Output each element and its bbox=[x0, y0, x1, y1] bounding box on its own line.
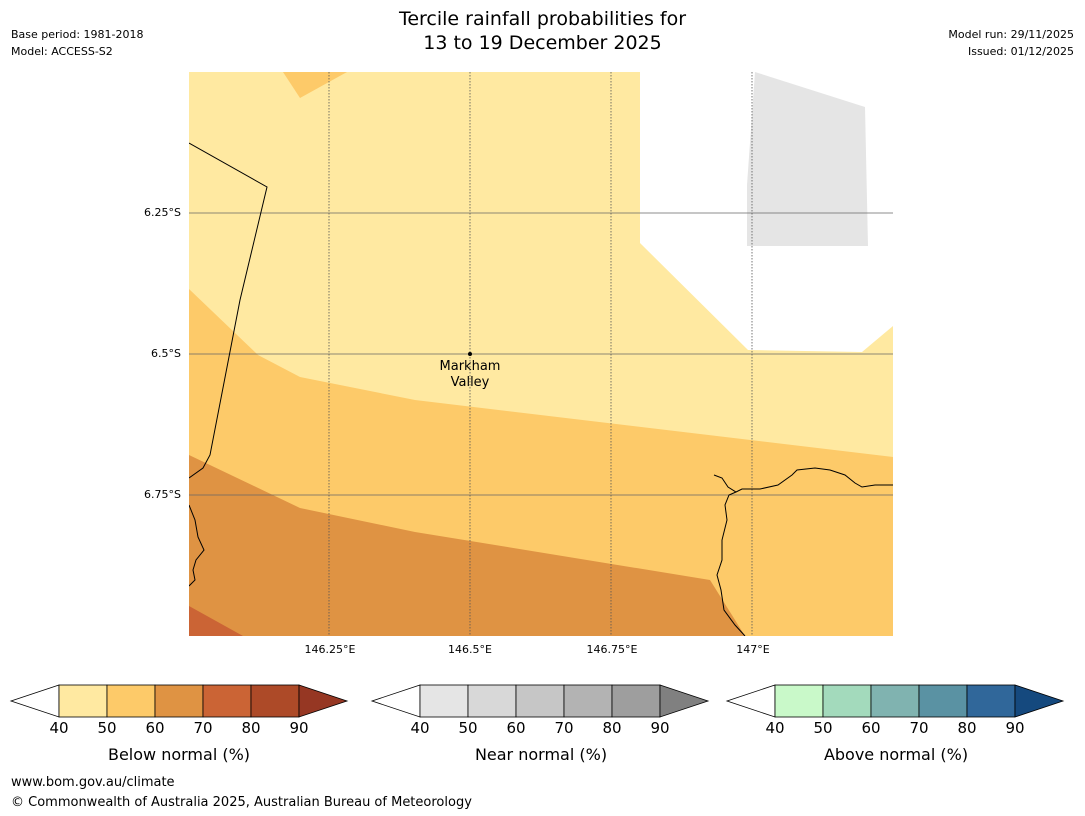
footer-url[interactable]: www.bom.gov.au/climate bbox=[11, 775, 175, 790]
above-legend-tick: 90 bbox=[1005, 719, 1025, 737]
coastline-east bbox=[713, 467, 893, 493]
above-legend-tick: 50 bbox=[813, 719, 833, 737]
near-legend-tick: 90 bbox=[650, 719, 670, 737]
above-legend-swatch bbox=[918, 684, 968, 718]
location-marker bbox=[468, 352, 472, 356]
above-legend-low-arrow bbox=[725, 684, 776, 718]
below-legend-swatch bbox=[250, 684, 300, 718]
footer-copyright: © Commonwealth of Australia 2025, Austra… bbox=[11, 795, 472, 810]
province-boundary bbox=[189, 142, 268, 479]
coastline-south bbox=[716, 491, 746, 636]
lon-label: 146.25°E bbox=[304, 643, 356, 656]
above-legend-high-arrow bbox=[1014, 684, 1065, 718]
place-label-line-2: Valley bbox=[450, 375, 490, 390]
near-legend-tick: 80 bbox=[602, 719, 622, 737]
near-legend-tick: 50 bbox=[458, 719, 478, 737]
below-legend-high-arrow bbox=[298, 684, 349, 718]
near-legend-tick: 70 bbox=[554, 719, 574, 737]
near-legend-swatch bbox=[419, 684, 469, 718]
lat-label: 6.75°S bbox=[144, 488, 181, 501]
band-below-60-top bbox=[283, 72, 347, 98]
below-legend-tick: 70 bbox=[193, 719, 213, 737]
below-legend-title: Below normal (%) bbox=[107, 745, 251, 764]
above-legend-swatch bbox=[870, 684, 920, 718]
above-legend-swatch bbox=[966, 684, 1016, 718]
above-legend-swatch bbox=[822, 684, 872, 718]
lon-label: 147°E bbox=[736, 643, 770, 656]
issued-date: Issued: 01/12/2025 bbox=[967, 45, 1074, 58]
page-title: Tercile rainfall probabilities for 13 to… bbox=[0, 7, 1085, 55]
near-legend-high-arrow bbox=[659, 684, 710, 718]
title-line-1: Tercile rainfall probabilities for bbox=[398, 8, 687, 30]
near-legend-swatch bbox=[563, 684, 613, 718]
below-legend-tick: 50 bbox=[97, 719, 117, 737]
model-run: Model run: 29/11/2025 bbox=[948, 28, 1074, 41]
band-below-80 bbox=[189, 606, 243, 636]
below-legend-swatch bbox=[202, 684, 252, 718]
base-period: Base period: 1981-2018 bbox=[11, 28, 144, 41]
below-legend-tick: 60 bbox=[145, 719, 165, 737]
below-legend-tick: 40 bbox=[49, 719, 69, 737]
title-line-2: 13 to 19 December 2025 bbox=[423, 32, 662, 54]
near-legend-swatch bbox=[467, 684, 517, 718]
above-legend-tick: 40 bbox=[765, 719, 785, 737]
below-legend-swatch bbox=[58, 684, 108, 718]
coastline-west bbox=[189, 504, 205, 587]
lon-label: 146.5°E bbox=[448, 643, 492, 656]
legend-colorbars bbox=[9, 684, 1065, 718]
band-below-70 bbox=[189, 455, 745, 636]
model-name: Model: ACCESS-S2 bbox=[11, 45, 113, 58]
near-legend-title: Near normal (%) bbox=[474, 745, 608, 764]
place-label: Markham Valley bbox=[420, 359, 520, 391]
near-legend-low-arrow bbox=[370, 684, 421, 718]
header-left: Base period: 1981-2018 Model: ACCESS-S2 bbox=[11, 26, 143, 60]
lat-label: 6.5°S bbox=[151, 347, 181, 360]
above-legend-tick: 60 bbox=[861, 719, 881, 737]
above-legend-tick: 80 bbox=[957, 719, 977, 737]
near-normal-area bbox=[747, 72, 868, 246]
below-legend-low-arrow bbox=[9, 684, 60, 718]
graticule bbox=[189, 212, 893, 496]
above-legend-tick: 70 bbox=[909, 719, 929, 737]
below-legend-swatch bbox=[154, 684, 204, 718]
lat-label: 6.25°S bbox=[144, 206, 181, 219]
below-legend-swatch bbox=[106, 684, 156, 718]
near-legend-swatch bbox=[611, 684, 661, 718]
near-legend-tick: 40 bbox=[410, 719, 430, 737]
below-legend-tick: 80 bbox=[241, 719, 261, 737]
above-legend-title: Above normal (%) bbox=[823, 745, 969, 764]
below-legend-tick: 90 bbox=[289, 719, 309, 737]
lon-label: 146.75°E bbox=[586, 643, 638, 656]
above-legend-swatch bbox=[774, 684, 824, 718]
header-right: Model run: 29/11/2025 Issued: 01/12/2025 bbox=[948, 26, 1074, 60]
near-legend-swatch bbox=[515, 684, 565, 718]
near-legend-tick: 60 bbox=[506, 719, 526, 737]
place-label-line-1: Markham bbox=[439, 359, 501, 374]
